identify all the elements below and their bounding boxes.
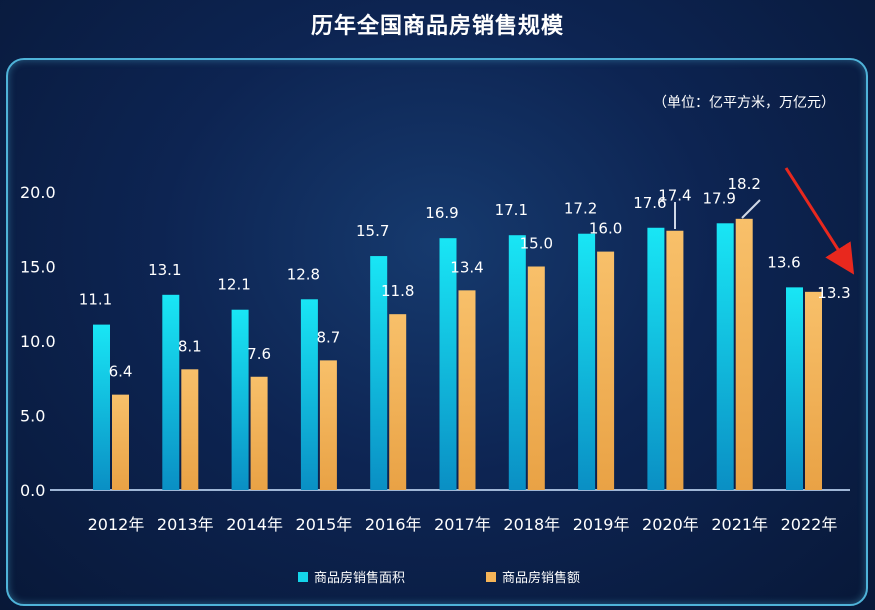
- bar-sales: [112, 394, 129, 490]
- bar-area: [231, 309, 249, 490]
- bar-area: [93, 324, 110, 490]
- x-tick-label: 2014年: [226, 515, 283, 534]
- value-label-sales: 13.4: [450, 258, 483, 276]
- x-tick-label: 2012年: [88, 515, 145, 534]
- legend-label-sales: 商品房销售额: [502, 571, 581, 586]
- bar-sales: [389, 314, 407, 490]
- bar-area: [370, 256, 388, 490]
- x-tick-label: 2022年: [781, 515, 838, 534]
- bar-sales: [666, 230, 684, 491]
- y-tick-label: 5.0: [20, 407, 45, 426]
- value-label-sales: 6.4: [109, 363, 133, 381]
- bar-area: [716, 223, 734, 491]
- legend-swatch-area: [298, 571, 308, 582]
- leader-line-2021: [741, 199, 761, 219]
- value-label-area: 17.6: [633, 194, 666, 212]
- x-tick-label: 2018年: [503, 515, 560, 534]
- bar-sales: [181, 369, 199, 490]
- y-tick-label: 10.0: [20, 332, 56, 351]
- bar-area: [578, 233, 596, 490]
- value-label-sales: 8.7: [316, 328, 340, 346]
- chart-title: 历年全国商品房销售规模: [310, 14, 564, 39]
- value-label-area: 17.9: [702, 189, 735, 207]
- value-label-area: 11.1: [79, 291, 112, 309]
- x-tick-label: 2015年: [296, 515, 353, 534]
- bar-sales: [250, 376, 268, 490]
- annotation-arrow-icon: [784, 167, 855, 275]
- y-tick-label: 20.0: [20, 183, 56, 202]
- bar-area: [786, 287, 803, 490]
- value-label-area: 17.2: [564, 200, 597, 218]
- bar-sales: [319, 360, 337, 490]
- chart-frame: [6, 58, 868, 606]
- value-label-sales: 8.1: [178, 337, 202, 355]
- value-label-sales: 11.8: [381, 282, 414, 300]
- bar-area: [439, 238, 457, 490]
- bar-area: [162, 294, 180, 490]
- unit-note: （单位：亿平方米，万亿元）: [653, 95, 835, 111]
- value-label-sales: 17.4: [658, 187, 691, 205]
- bar-area: [300, 299, 318, 490]
- value-label-area: 12.1: [217, 276, 250, 294]
- legend-swatch-sales: [486, 571, 496, 582]
- value-label-sales: 16.0: [589, 220, 622, 238]
- value-label-sales: 15.0: [520, 235, 553, 253]
- x-tick-label: 2017年: [434, 515, 491, 534]
- x-tick-label: 2016年: [365, 515, 422, 534]
- y-tick-label: 15.0: [20, 258, 56, 277]
- bar-sales: [805, 291, 822, 490]
- bar-sales: [527, 266, 545, 490]
- y-tick-label: 0.0: [20, 481, 45, 500]
- bar-sales: [458, 290, 476, 490]
- x-tick-label: 2020年: [642, 515, 699, 534]
- bar-sales: [735, 218, 753, 490]
- bar-area: [647, 227, 665, 490]
- x-tick-label: 2021年: [711, 515, 768, 534]
- value-label-area: 16.9: [425, 204, 458, 222]
- value-label-area: 13.6: [767, 253, 800, 271]
- value-label-sales: 18.2: [727, 175, 760, 193]
- legend-item-area: 商品房销售面积: [298, 567, 405, 586]
- value-label-area: 17.1: [495, 201, 528, 219]
- value-label-area: 12.8: [287, 265, 320, 283]
- value-label-area: 13.1: [148, 261, 181, 279]
- x-tick-label: 2019年: [573, 515, 630, 534]
- value-label-area: 15.7: [356, 222, 389, 240]
- x-tick-label: 2013年: [157, 515, 214, 534]
- value-label-sales: 13.3: [817, 284, 850, 302]
- legend-label-area: 商品房销售面积: [314, 571, 406, 586]
- value-label-sales: 7.6: [247, 345, 271, 363]
- bar-area: [508, 235, 526, 490]
- bar-sales: [597, 251, 615, 490]
- legend-item-sales: 商品房销售额: [486, 567, 580, 586]
